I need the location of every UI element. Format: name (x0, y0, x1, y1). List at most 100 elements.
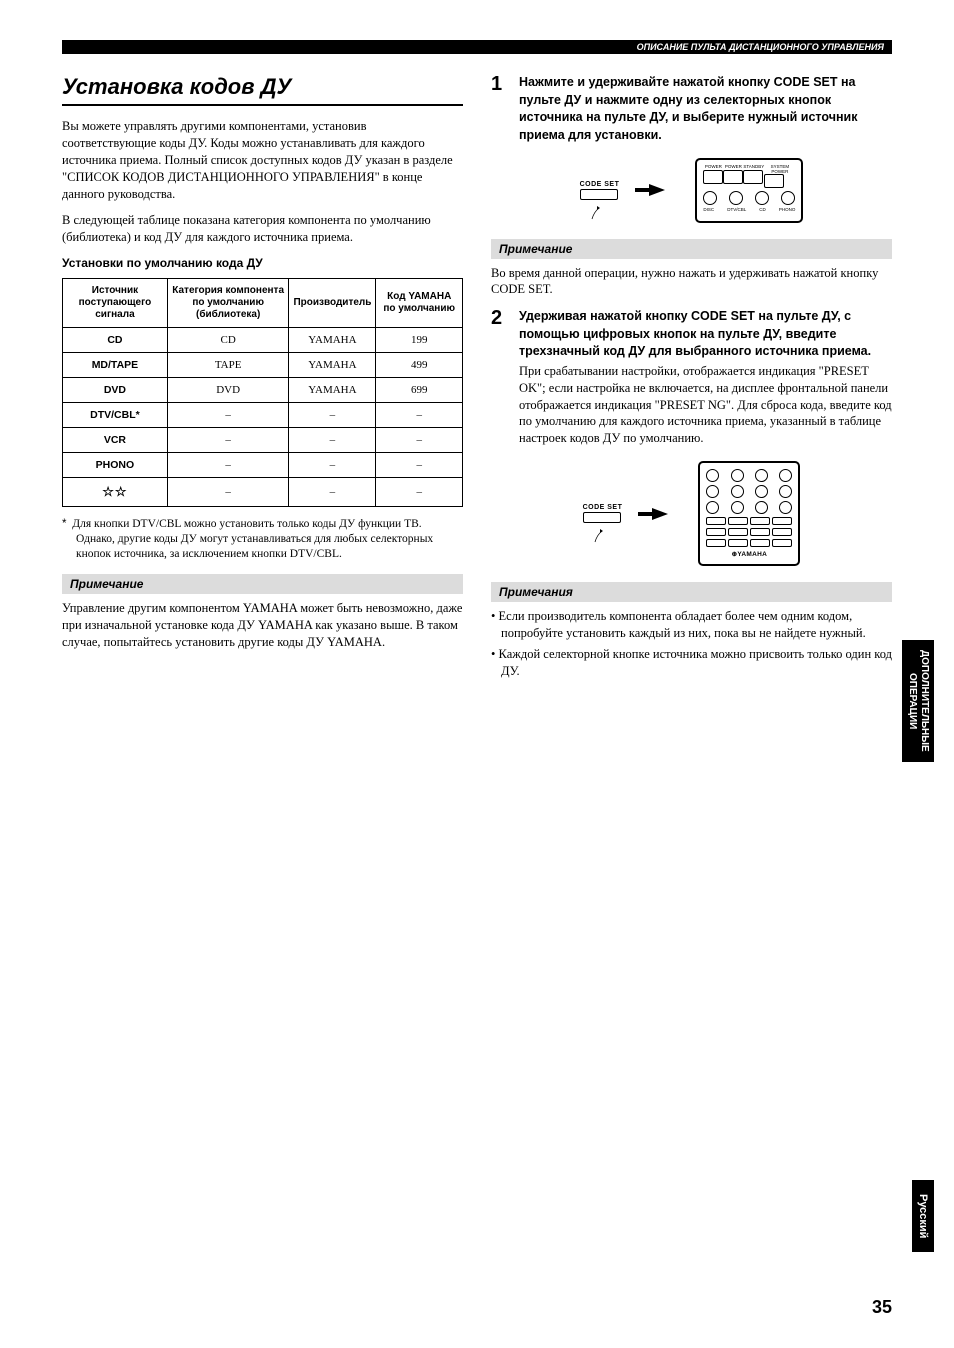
table-row: CDCDYAMAHA199 (63, 328, 463, 353)
table-cell: – (167, 478, 289, 507)
table-row: MD/TAPETAPEYAMAHA499 (63, 353, 463, 378)
keypad-pill-icon (706, 517, 726, 525)
keypad-pill-icon (772, 539, 792, 547)
th-source: Источник поступающего сигнала (63, 279, 168, 328)
table-cell: – (376, 478, 463, 507)
intro-paragraph-2: В следующей таблице показана категория к… (62, 212, 463, 246)
step-2-number: 2 (491, 308, 507, 447)
table-cell: – (289, 403, 376, 428)
table-cell: 199 (376, 328, 463, 353)
keypad-pill-icon (728, 539, 748, 547)
remote-av-button-icon (723, 170, 743, 184)
yamaha-brand-label: ⊕YAMAHA (706, 550, 792, 558)
keypad-pill-icon (772, 517, 792, 525)
keypad-pill-icon (772, 528, 792, 536)
table-cell: – (167, 403, 289, 428)
keypad-digit-icon (706, 469, 719, 482)
remote-standby-button-icon (743, 170, 763, 184)
btn-label: CD (759, 208, 766, 213)
section-title: Установка кодов ДУ (62, 74, 463, 106)
codes-table: Источник поступающего сигнала Категория … (62, 278, 463, 507)
table-cell: DTV/CBL* (63, 403, 168, 428)
table-cell: CD (167, 328, 289, 353)
keypad-pill-icon (750, 517, 770, 525)
keypad-digit-icon (706, 501, 719, 514)
table-cell: 699 (376, 378, 463, 403)
table-cell: 499 (376, 353, 463, 378)
step-1-instruction: Нажмите и удерживайте нажатой кнопку COD… (519, 74, 892, 144)
side-tab-language: Русский (912, 1180, 934, 1252)
keypad-digit-icon (706, 485, 719, 498)
step-1-number: 1 (491, 74, 507, 144)
table-cell: PHONO (63, 453, 168, 478)
remote-keypad-panel: ⊕YAMAHA (698, 461, 800, 566)
table-cell: VCR (63, 428, 168, 453)
table-header-row: Источник поступающего сигнала Категория … (63, 279, 463, 328)
th-category: Категория компонента по умолчанию (библи… (167, 279, 289, 328)
step-2: 2 Удерживая нажатой кнопку CODE SET на п… (491, 308, 892, 447)
step-2-detail: При срабатывании настройки, отображается… (519, 363, 892, 447)
remote-circle-button-icon (729, 191, 743, 205)
keypad-digit-icon (779, 501, 792, 514)
footnote: * Для кнопки DTV/CBL можно установить то… (62, 517, 463, 562)
keypad-digit-icon (731, 485, 744, 498)
keypad-pill-icon (706, 539, 726, 547)
table-cell: – (376, 453, 463, 478)
remote-tv-button-icon (703, 170, 723, 184)
codeset-button-icon (580, 189, 618, 200)
page-content: Установка кодов ДУ Вы можете управлять д… (62, 74, 892, 684)
codeset-button-diagram: CODE SET (580, 181, 620, 200)
diagram-1: CODE SET POWER POWER (491, 158, 892, 223)
btn-label: POWER (723, 165, 743, 170)
btn-label: SYSTEM POWER (764, 165, 795, 174)
arrow-right-icon (652, 508, 668, 520)
btn-label: DISC (703, 208, 714, 213)
step-1: 1 Нажмите и удерживайте нажатой кнопку C… (491, 74, 892, 144)
side-tab-section: ДОПОЛНИТЕЛЬНЫЕОПЕРАЦИИ (902, 640, 934, 762)
right-column: 1 Нажмите и удерживайте нажатой кнопку C… (491, 74, 892, 684)
table-cell: – (289, 428, 376, 453)
table-cell: – (289, 478, 376, 507)
remote-circle-button-icon (781, 191, 795, 205)
footnote-marker: * (62, 518, 66, 530)
keypad-pill-icon (728, 517, 748, 525)
keypad-pill-icon (750, 539, 770, 547)
note-header-1: Примечание (491, 239, 892, 259)
table-cell: ☆☆ (63, 478, 168, 507)
table-cell: – (376, 403, 463, 428)
keypad-digit-icon (779, 469, 792, 482)
codeset-label-2: CODE SET (583, 504, 623, 511)
btn-label: STANDBY (743, 165, 764, 170)
table-row: DVDDVDYAMAHA699 (63, 378, 463, 403)
header-breadcrumb: ОПИСАНИЕ ПУЛЬТА ДИСТАНЦИОННОГО УПРАВЛЕНИ… (62, 40, 892, 54)
codeset-label: CODE SET (580, 181, 620, 188)
btn-label: DTV/CBL (727, 208, 746, 213)
table-cell: CD (63, 328, 168, 353)
th-manufacturer: Производитель (289, 279, 376, 328)
note-1-text: Во время данной операции, нужно нажать и… (491, 265, 892, 299)
table-cell: DVD (63, 378, 168, 403)
table-cell: – (289, 453, 376, 478)
table-cell: – (167, 428, 289, 453)
btn-label: PHONO (779, 208, 796, 213)
keypad-digit-icon (755, 485, 768, 498)
table-cell: – (167, 453, 289, 478)
th-code: Код YAMAHA по умолчанию (376, 279, 463, 328)
keypad-digit-icon (779, 485, 792, 498)
press-arrow-icon (591, 202, 605, 220)
keypad-digit-icon (731, 469, 744, 482)
table-row: ☆☆––– (63, 478, 463, 507)
table-body: CDCDYAMAHA199MD/TAPETAPEYAMAHA499DVDDVDY… (63, 328, 463, 507)
table-cell: MD/TAPE (63, 353, 168, 378)
table-row: VCR––– (63, 428, 463, 453)
intro-paragraph-1: Вы можете управлять другими компонентами… (62, 118, 463, 202)
notes-header-2: Примечания (491, 582, 892, 602)
arrow-right-icon (649, 184, 665, 196)
keypad-pill-icon (750, 528, 770, 536)
table-cell: DVD (167, 378, 289, 403)
keypad-pill-icon (728, 528, 748, 536)
table-cell: YAMAHA (289, 353, 376, 378)
remote-power-button-icon (764, 174, 784, 188)
table-cell: – (376, 428, 463, 453)
table-heading: Установки по умолчанию кода ДУ (62, 256, 463, 270)
